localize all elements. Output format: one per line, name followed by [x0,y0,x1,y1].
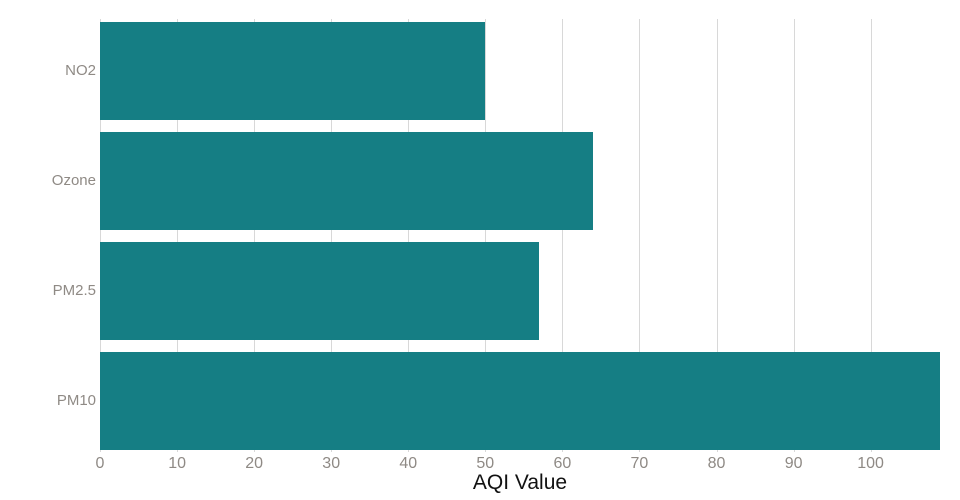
gridline-x-0 [100,19,101,452]
x-tick-label-50: 50 [476,455,495,472]
x-tick-label-80: 80 [707,455,726,472]
bar-no2 [100,22,486,120]
x-axis-title: AQI Value [472,471,568,494]
bar-pm2-5 [100,242,540,340]
y-tick-label-pm10: PM10 [56,391,96,409]
gridline-x-10 [177,19,179,452]
x-tick-label-30: 30 [322,455,341,472]
gridline-x-60 [562,19,564,452]
y-tick-label-pm2-5: PM2.5 [52,281,96,299]
plot-area [100,15,940,455]
x-tick-label-70: 70 [630,455,649,472]
bar-pm10 [100,352,940,450]
bar-ozone [100,132,594,230]
x-tick-label-40: 40 [399,455,418,472]
gridline-x-50 [485,19,487,452]
gridline-x-30 [331,19,333,452]
gridline-x-20 [254,19,256,452]
gridline-x-40 [408,19,410,452]
x-tick-label-60: 60 [553,455,572,472]
x-tick-label-20: 20 [245,455,263,472]
y-tick-label-no2: NO2 [65,61,96,79]
x-tick-label-90: 90 [784,455,803,472]
x-tick-label-0: 0 [95,455,105,472]
gridline-x-70 [639,19,641,452]
y-tick-label-ozone: Ozone [51,171,96,189]
gridline-x-100 [870,19,872,452]
gridline-x-80 [716,19,718,452]
x-tick-label-10: 10 [168,455,186,472]
gridline-x-90 [793,19,795,452]
x-tick-label-100: 100 [857,455,884,472]
